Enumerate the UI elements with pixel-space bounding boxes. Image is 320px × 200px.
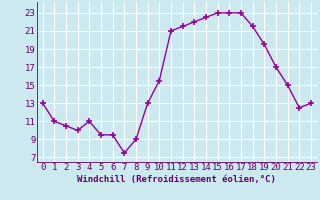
X-axis label: Windchill (Refroidissement éolien,°C): Windchill (Refroidissement éolien,°C) <box>77 175 276 184</box>
